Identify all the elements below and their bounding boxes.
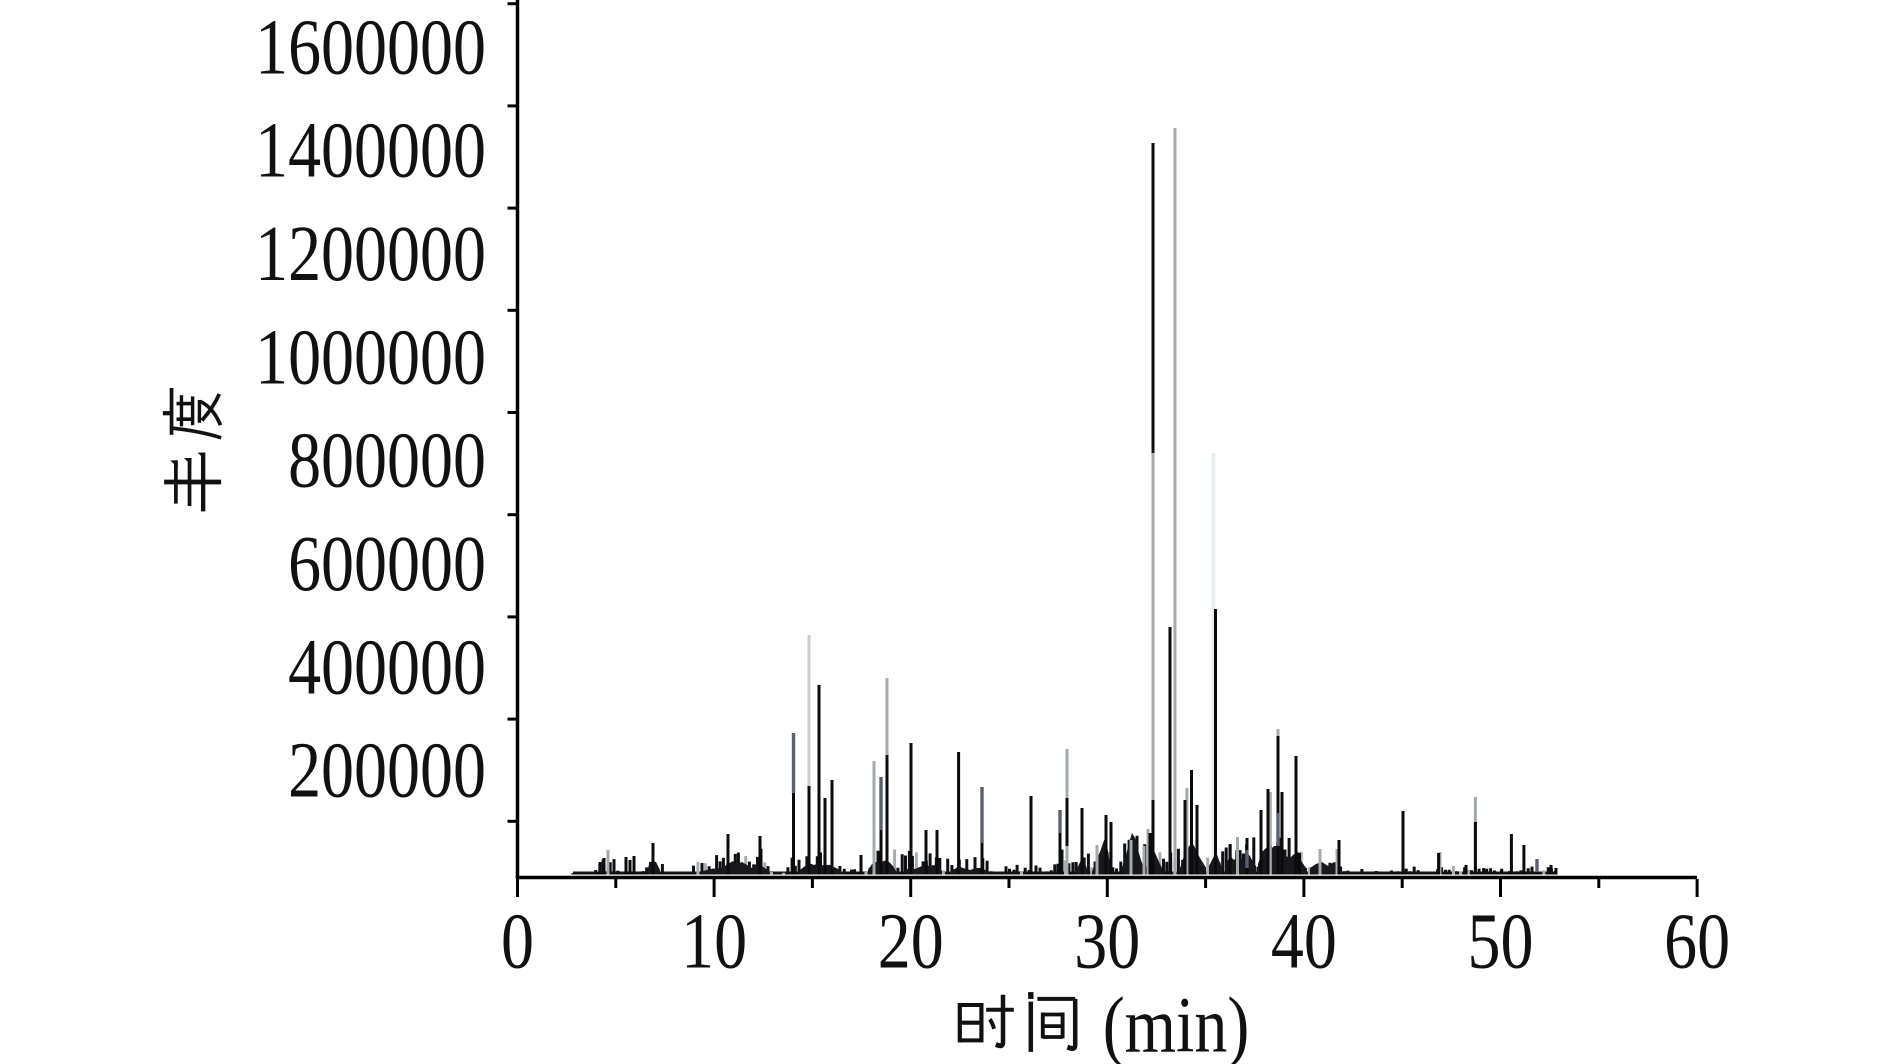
svg-text:50: 50 — [1468, 897, 1534, 985]
svg-text:1600000: 1600000 — [255, 3, 486, 91]
svg-text:20: 20 — [878, 897, 944, 985]
svg-text:800000: 800000 — [288, 416, 486, 504]
svg-text:400000: 400000 — [288, 623, 486, 711]
svg-text:30: 30 — [1074, 897, 1140, 985]
svg-text:60: 60 — [1664, 897, 1730, 985]
svg-text:1200000: 1200000 — [255, 209, 486, 297]
svg-text:1000000: 1000000 — [255, 313, 486, 401]
svg-text:0: 0 — [501, 897, 534, 985]
svg-text:1400000: 1400000 — [255, 106, 486, 194]
svg-text:40: 40 — [1271, 897, 1337, 985]
svg-text:200000: 200000 — [288, 726, 486, 814]
svg-text:10: 10 — [681, 897, 747, 985]
svg-text:600000: 600000 — [288, 519, 486, 607]
svg-text:(min): (min) — [1103, 981, 1250, 1064]
